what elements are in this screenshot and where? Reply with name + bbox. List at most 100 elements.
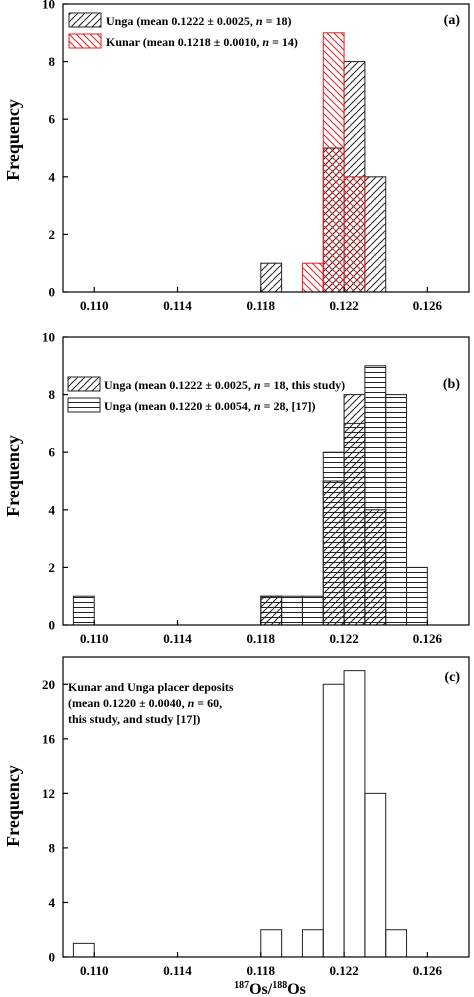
panel-c-y-tick-label-0: 0 (49, 950, 56, 965)
panel-a-legend-label-kunar: Kunar (mean 0.1218 ± 0.0010, n = 14) (106, 35, 298, 49)
panel-c-x-tick-label-0-122: 0.122 (329, 963, 358, 978)
panel-c-annotation-line-1-text: Kunar and Unga placer deposits (68, 680, 234, 694)
panel-a-bar-series-1-bin-0-123 (364, 176, 387, 293)
panel-b-legend-1-part1: Unga (mean 0.1222 ± 0.0025, (104, 378, 254, 392)
panel-a-y-tick-label-0: 0 (49, 285, 56, 300)
panel-a-bar-series-1-bin-0-118 (260, 262, 283, 293)
x-axis-title: 187Os/188Os (234, 980, 306, 997)
panel-a-y-axis-label: Frequency (3, 99, 23, 181)
panel-a: 0 2 4 6 8 10 0.110 0.114 0.118 0.122 0.126 Frequen… (3, 0, 470, 313)
panel-b-y-tick-label-8: 8 (49, 387, 56, 402)
panel-b-tag: (b) (443, 377, 460, 392)
panel-c-annotation-line-2-part1: (mean 0.1220 ± 0.0040, (68, 696, 188, 710)
panel-b-x-tick-label-0-118: 0.118 (247, 631, 276, 646)
panel-c-annotation-line-2-n: n (188, 696, 195, 710)
panel-a-legend: Unga (mean 0.1222 ± 0.0025, n = 18) Kuna… (68, 12, 298, 49)
panel-b-y-tick-label-0: 0 (49, 618, 56, 633)
panel-c-x-tick-label-0-126: 0.126 (413, 963, 443, 978)
panel-b-legend-2-n: n (254, 399, 261, 413)
panel-a-x-tick-label-0-110: 0.110 (80, 298, 109, 313)
panel-b: 0 2 4 6 8 10 0.110 0.114 0.118 0.122 0.126 Frequen… (3, 330, 470, 647)
panel-c-bar-series-1-bin-0-124 (385, 929, 408, 958)
panel-a-x-tick-label-0-114: 0.114 (163, 298, 192, 313)
panel-a-legend-kunar-n: n (262, 35, 269, 49)
panel-c-x-tick-label-0-114: 0.114 (163, 963, 192, 978)
x-axis-title-part-1: Os/ (249, 981, 273, 997)
panel-b-bar-series-2-bin-0-119 (281, 595, 303, 626)
panel-b-legend-2-part1: Unga (mean 0.1220 ± 0.0054, (104, 399, 254, 413)
panel-b-bar-series-2-bin-0-122 (343, 422, 366, 626)
panel-a-bar-series-2-bin-0-12 (301, 262, 324, 293)
panel-b-bar-series-2-bin-0-12 (301, 595, 324, 626)
panel-b-x-tick-label-0-122: 0.122 (329, 631, 358, 646)
x-axis-title-sup-1: 187 (234, 980, 249, 991)
panel-a-legend-kunar-part1: Kunar (mean 0.1218 ± 0.0010, (106, 35, 262, 49)
panel-c-bar-series-1-bin-0-118 (260, 929, 283, 958)
panel-b-x-tick-label-0-110: 0.110 (80, 631, 109, 646)
panel-c-frame (62, 656, 470, 958)
panel-a-y-tick-label-8: 8 (49, 54, 56, 69)
panel-a-legend-kunar-part2: = 14) (269, 35, 298, 49)
panel-b-y-tick-label-4: 4 (49, 502, 56, 517)
x-axis-title-sup-2: 188 (272, 980, 287, 991)
panel-a-legend-swatch-unga (68, 12, 102, 28)
panel-a-legend-unga-n: n (256, 14, 263, 28)
panel-b-legend-label-unga-this-study: Unga (mean 0.1222 ± 0.0025, n = 18, this… (104, 378, 345, 392)
panel-b-bar-series-2-bin-0-124 (385, 394, 408, 626)
panel-c-x-tick-label-0-118: 0.118 (247, 963, 276, 978)
panel-b-bar-series-2-bin-0-123 (364, 365, 387, 626)
panel-a-y-tick-label-10: 10 (42, 0, 55, 12)
panel-c-y-tick-label-16: 16 (42, 731, 56, 746)
panel-c-annotation-line-2-part2: = 60, (194, 696, 222, 710)
panel-a-x-tick-label-0-126: 0.126 (413, 298, 443, 313)
panel-a-legend-swatch-kunar (68, 33, 102, 49)
panel-a-axes: 0 2 4 6 8 10 0.110 0.114 0.118 0.122 0.126 (42, 0, 442, 313)
panel-c-y-tick-label-20: 20 (42, 677, 55, 692)
panel-b-legend-1-part2: = 18, this study) (261, 378, 346, 392)
panel-a-y-tick-label-4: 4 (49, 169, 56, 184)
panel-b-x-tick-label-0-126: 0.126 (413, 631, 443, 646)
panel-c-bar-series-1-bin-0-109 (72, 942, 95, 958)
panel-b-legend-swatch-unga-this-study (67, 376, 101, 392)
panel-b-legend-1-n: n (254, 378, 261, 392)
panel-a-x-tick-label-0-118: 0.118 (247, 298, 276, 313)
panel-b-axes: 0 2 4 6 8 10 0.110 0.114 0.118 0.122 0.126 (42, 330, 442, 647)
panel-a-y-tick-label-6: 6 (49, 112, 56, 127)
panel-b-bar-series-2-bin-0-109 (72, 595, 95, 626)
panel-b-y-tick-label-6: 6 (49, 445, 56, 460)
panel-c-tag: (c) (444, 670, 460, 685)
panel-b-y-tick-label-2: 2 (49, 560, 56, 575)
panel-c-annotation-line-3: this study, and study [17]) (68, 712, 200, 726)
panel-b-bar-series-2-bin-0-125 (406, 566, 428, 626)
panel-a-bars (260, 32, 387, 293)
panel-a-tag: (a) (444, 13, 461, 28)
panel-a-legend-unga-part2: = 18) (263, 14, 292, 28)
panel-b-legend-2-part2: = 28, [17]) (261, 399, 316, 413)
panel-c-y-tick-label-4: 4 (49, 895, 56, 910)
panel-c-axes: 0 4 8 12 16 20 0.110 0.114 0.118 0.122 0.126 (42, 677, 442, 978)
panel-b-x-tick-label-0-114: 0.114 (163, 631, 192, 646)
panel-c-x-tick-label-0-110: 0.110 (80, 963, 109, 978)
panel-a-bar-series-2-bin-0-121 (322, 32, 345, 293)
panel-c-y-tick-label-12: 12 (42, 786, 55, 801)
panel-c-bar-series-1-bin-0-12 (301, 929, 324, 958)
panel-b-bars (72, 365, 428, 626)
panel-c-bar-series-1-bin-0-123 (364, 792, 387, 958)
panel-a-legend-label-unga: Unga (mean 0.1222 ± 0.0025, n = 18) (106, 14, 291, 28)
panel-c-y-tick-label-8: 8 (49, 840, 56, 855)
panel-c-bar-series-1-bin-0-121 (322, 683, 345, 958)
panel-c-annotation-line-1: Kunar and Unga placer deposits (68, 680, 234, 694)
panel-a-frame (62, 3, 470, 293)
panel-c-annotation: Kunar and Unga placer deposits (mean 0.1… (68, 680, 234, 726)
panel-c-annotation-line-2: (mean 0.1220 ± 0.0040, n = 60, (68, 696, 222, 710)
panel-b-legend-swatch-unga-ref17 (67, 397, 101, 413)
panel-b-y-tick-label-10: 10 (42, 330, 55, 345)
panel-a-bar-series-2-bin-0-122 (343, 176, 366, 293)
panel-c: 0 4 8 12 16 20 0.110 0.114 0.118 0.122 0.126 Frequ… (3, 656, 470, 997)
panel-b-frame (62, 336, 470, 626)
panel-a-y-tick-label-2: 2 (49, 227, 56, 242)
panel-b-bar-series-2-bin-0-121 (322, 451, 345, 626)
panel-a-x-tick-label-0-122: 0.122 (329, 298, 358, 313)
panel-b-legend: Unga (mean 0.1222 ± 0.0025, n = 18, this… (67, 376, 345, 413)
